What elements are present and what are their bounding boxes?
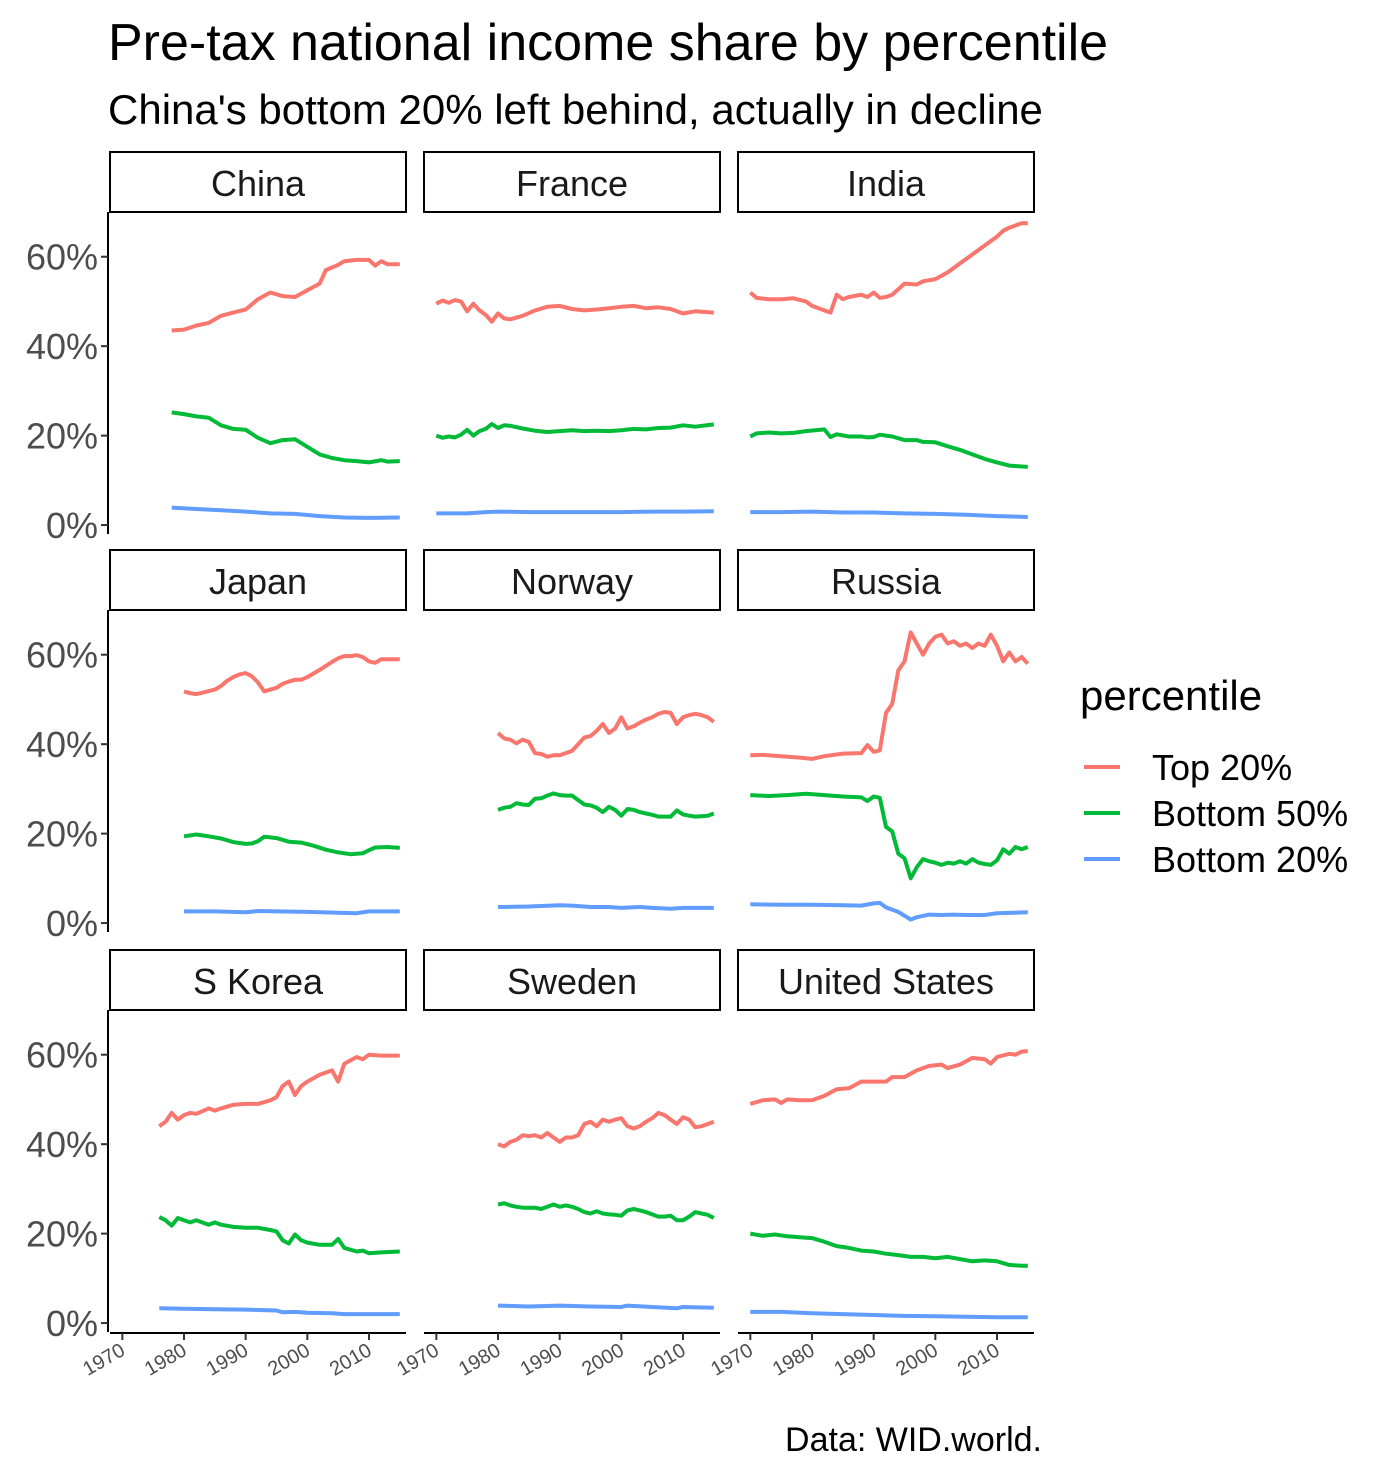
series-line-bottom-50%: [750, 791, 1029, 881]
y-tick-label: 40%: [26, 724, 98, 765]
facet-strip: [423, 949, 721, 1011]
series-line-top-20%: [497, 1110, 715, 1149]
x-tick-label: 1990: [203, 1339, 253, 1380]
x-tick-label: 2000: [578, 1339, 628, 1380]
facet-sweden: Sweden 1970 1980 1990 2000 2010: [393, 949, 721, 1381]
y-tick-label: 60%: [26, 237, 98, 278]
y-tick-label: 0%: [46, 1303, 98, 1344]
series-line-top-20%: [171, 257, 400, 333]
y-tick-label: 20%: [26, 416, 98, 457]
facet-india: India: [737, 151, 1035, 519]
facet-strip-label: S Korea: [193, 961, 324, 1002]
series-line-bottom-20%: [497, 903, 714, 911]
x-tick-label: 2000: [264, 1339, 314, 1380]
series-line-bottom-20%: [159, 1306, 400, 1317]
y-tick-label: 20%: [26, 814, 98, 855]
facet-strip-label: Japan: [209, 561, 307, 602]
series-line-bottom-20%: [750, 1309, 1028, 1320]
facet-strip-label: France: [516, 163, 628, 204]
facet-strip: [109, 151, 407, 213]
series-line-bottom-50%: [497, 1201, 715, 1223]
facet-strip-label: Sweden: [507, 961, 637, 1002]
facet-strip: [109, 949, 407, 1011]
facet-strip: [423, 549, 721, 611]
x-tick-label: 2010: [640, 1339, 690, 1380]
series-line-top-20%: [183, 653, 400, 697]
facet-strip: [737, 949, 1035, 1011]
series-line-bottom-50%: [158, 1215, 400, 1256]
series-line-top-20%: [496, 710, 715, 759]
series-line-bottom-50%: [497, 791, 715, 819]
series-line-bottom-20%: [184, 909, 400, 916]
x-tick-label: 1990: [517, 1339, 567, 1380]
x-tick-label: 1980: [141, 1339, 191, 1380]
series-line-top-20%: [748, 221, 1028, 315]
x-tick-label: 1990: [831, 1339, 881, 1380]
x-tick-label: 2010: [954, 1339, 1004, 1380]
facet-strip-label: United States: [778, 961, 994, 1002]
legend: percentile Top 20% Bottom 50% Bottom 20%: [1080, 672, 1348, 880]
series-line-bottom-20%: [750, 900, 1028, 922]
facet-panels: China 0% 20% 40% 60% France India Japan 0% 20% 40%…: [26, 151, 1035, 1381]
facet-strip-label: Russia: [831, 561, 942, 602]
facet-strip: [109, 549, 407, 611]
y-tick-label: 0%: [46, 505, 98, 546]
series-line-bottom-50%: [171, 410, 400, 465]
facet-japan: Japan 0% 20% 40% 60%: [26, 549, 407, 944]
series-line-bottom-50%: [183, 832, 400, 857]
series-line-bottom-20%: [750, 509, 1028, 519]
x-tick-label: 2000: [892, 1339, 942, 1380]
series-line-bottom-20%: [497, 1303, 714, 1311]
facet-strip: [423, 151, 721, 213]
series-line-top-20%: [749, 1049, 1028, 1106]
x-tick-label: 1980: [455, 1339, 505, 1380]
series-line-bottom-20%: [171, 505, 400, 520]
facet-china: China 0% 20% 40% 60%: [26, 151, 407, 546]
legend-label: Top 20%: [1152, 747, 1292, 788]
x-tick-label: 1980: [769, 1339, 819, 1380]
y-tick-label: 0%: [46, 903, 98, 944]
facet-strip-label: China: [211, 163, 306, 204]
y-tick-label: 40%: [26, 326, 98, 367]
y-tick-label: 20%: [26, 1214, 98, 1255]
legend-label: Bottom 20%: [1152, 839, 1348, 880]
facet-strip-label: India: [847, 163, 926, 204]
facet-norway: Norway: [423, 549, 721, 911]
series-line-bottom-50%: [749, 427, 1028, 469]
series-line-top-20%: [435, 298, 714, 324]
chart-subtitle: China's bottom 20% left behind, actually…: [108, 86, 1043, 133]
x-tick-label: 2010: [326, 1339, 376, 1380]
series-line-top-20%: [158, 1052, 400, 1128]
facet-russia: Russia: [737, 549, 1035, 922]
series-line-bottom-50%: [749, 1231, 1028, 1268]
facet-strip-label: Norway: [511, 561, 633, 602]
facet-united-states: United States 1970 1980 1990 2000 2010: [707, 949, 1035, 1381]
facet-strip: [737, 151, 1035, 213]
facet-france: France: [423, 151, 721, 516]
x-tick-label: 1970: [707, 1339, 757, 1380]
series-line-top-20%: [750, 630, 1030, 761]
legend-title: percentile: [1080, 672, 1262, 719]
x-tick-label: 1970: [393, 1339, 443, 1380]
chart-caption: Data: WID.world.: [785, 1421, 1042, 1459]
series-line-bottom-50%: [435, 422, 715, 440]
y-tick-label: 60%: [26, 1035, 98, 1076]
series-line-bottom-20%: [436, 509, 714, 516]
legend-label: Bottom 50%: [1152, 793, 1348, 834]
facet-s-korea: S Korea 0% 20% 40% 60% 1970 1980 1990 2000 2010: [26, 949, 407, 1381]
y-tick-label: 40%: [26, 1124, 98, 1165]
chart-title: Pre-tax national income share by percent…: [108, 14, 1108, 72]
x-tick-label: 1970: [79, 1339, 129, 1380]
y-tick-label: 60%: [26, 635, 98, 676]
facet-strip: [737, 549, 1035, 611]
